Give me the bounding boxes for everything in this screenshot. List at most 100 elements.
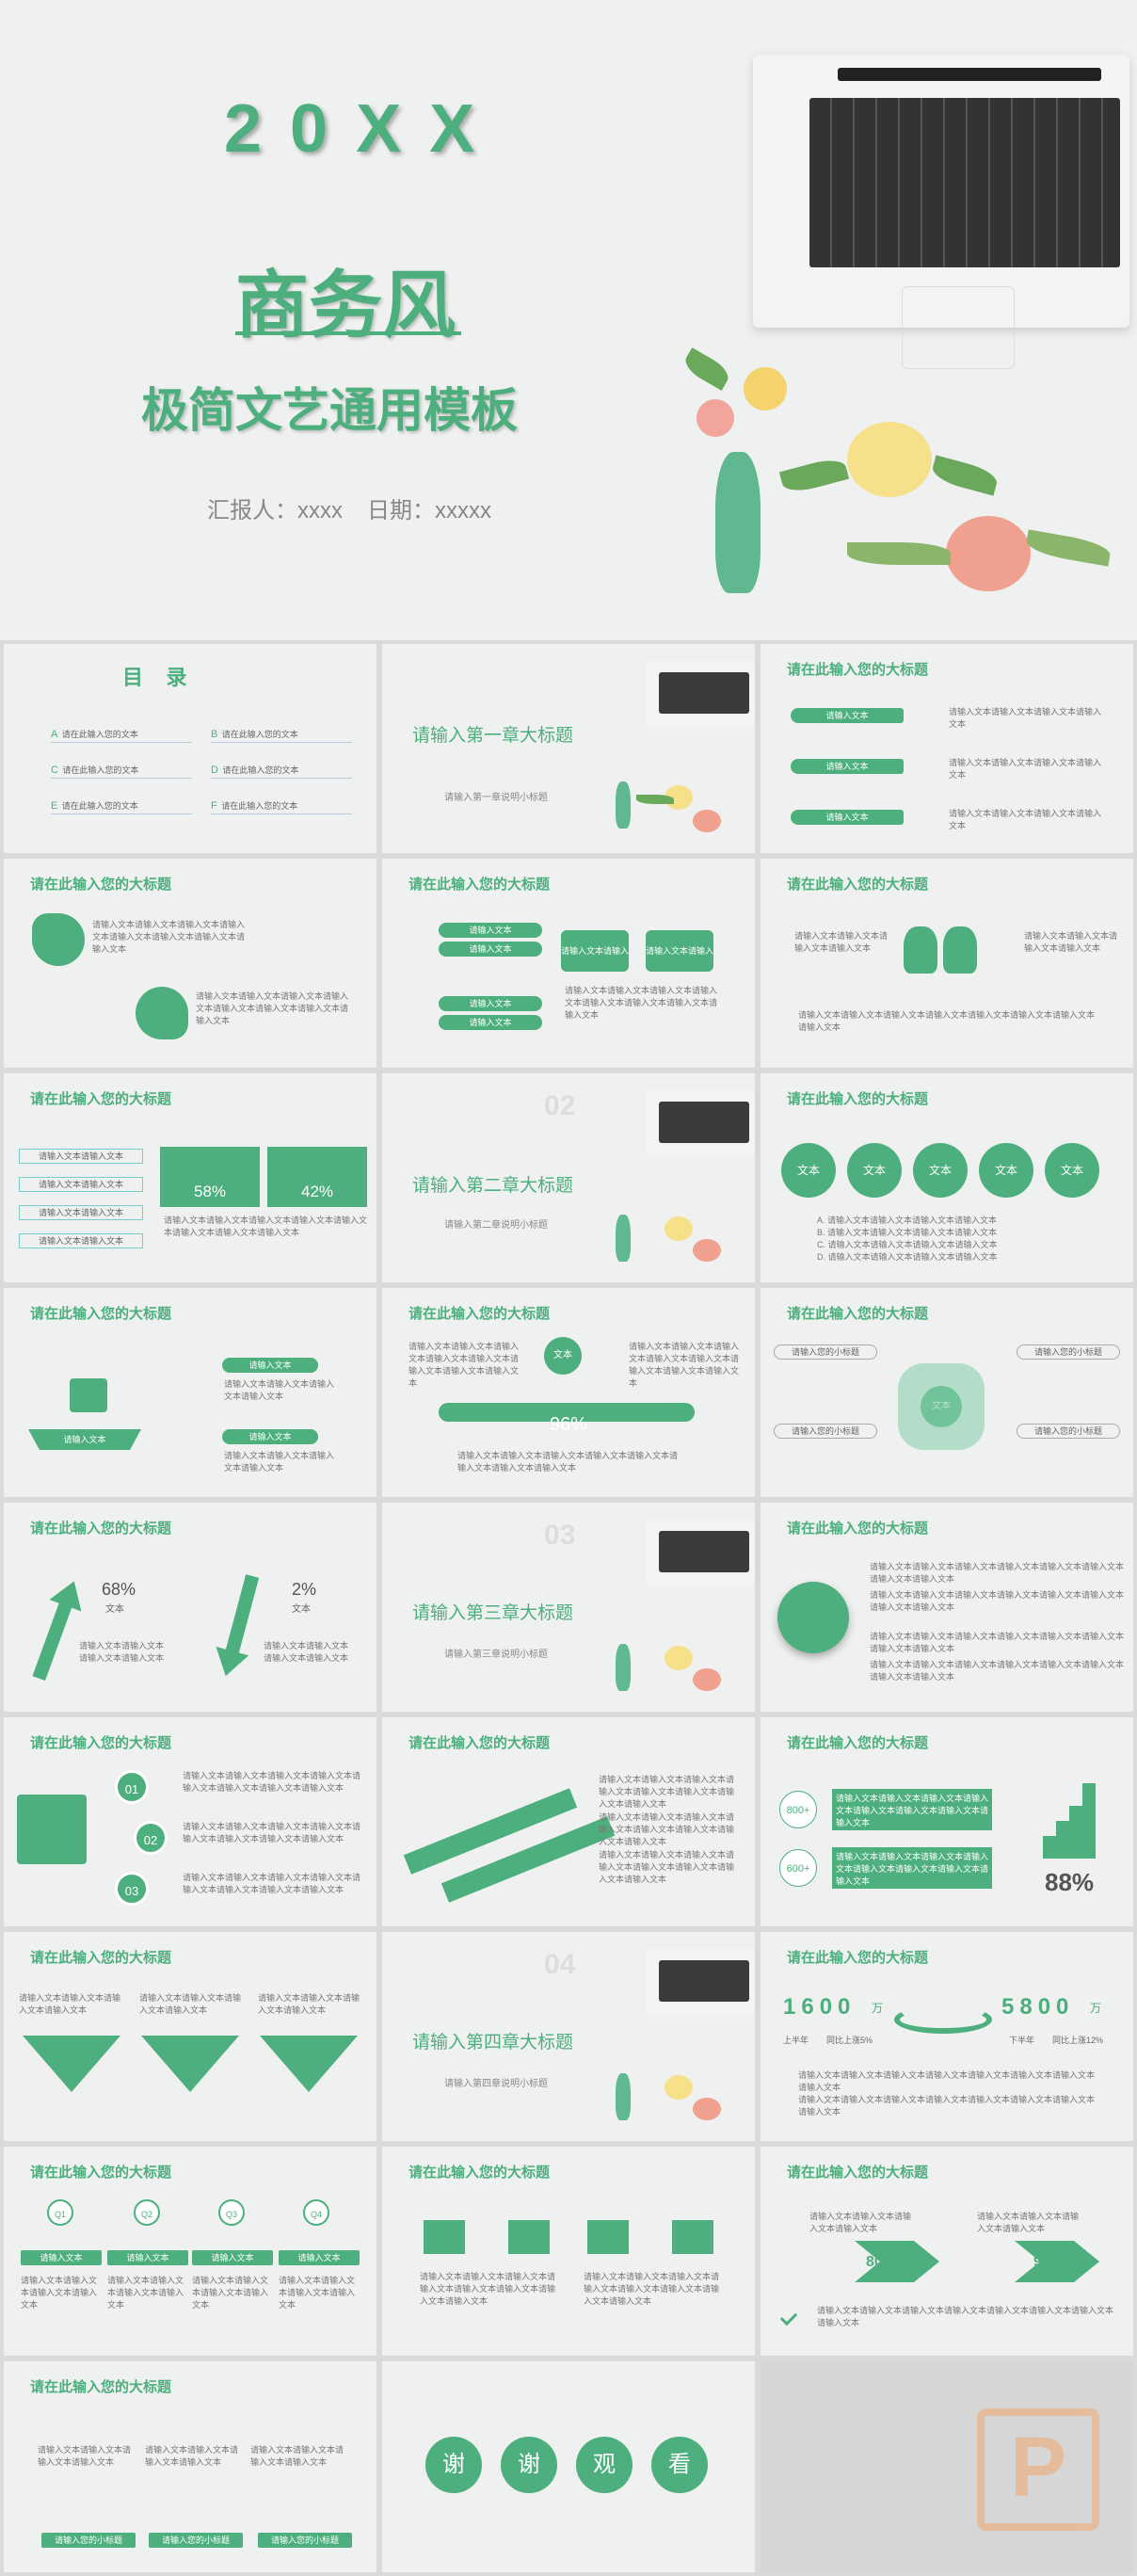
tag-box: 请输入文本请输入文本 [646,930,713,997]
input-pill[interactable]: 请输入文本 [791,759,904,774]
content-slide: 请在此输入您的大标题 请输入文本请输入文本请输入文本请输入文本请输入文本请输入文… [382,1717,755,1926]
thanks-char: 观 [576,2437,633,2493]
content-slide: 请在此输入您的大标题 请输入文本 请输入文本 请输入文本 请输入文本 请输入文本… [382,859,755,1068]
quarter-pin: Q1 [47,2199,73,2226]
pin-circle: 文本 [979,1143,1033,1198]
stat-unit: 万 [1090,2002,1102,2015]
input-box[interactable]: 请输入文本请输入文本 [19,1149,143,1164]
chapter-subtitle: 请输入第一章说明小标题 [444,793,548,803]
content-slide: 请在此输入您的大标题 800+ 600+ 请输入文本请输入文本请输入文本请输入文… [761,1717,1133,1926]
chapter2-slide: 02 请输入第二章大标题 请输入第二章说明小标题 [382,1073,755,1282]
laptop-image [753,55,1129,369]
chapter-title: 请输入第一章大标题 [412,726,574,746]
quarter-pin: Q2 [134,2199,160,2226]
petal [898,1363,985,1450]
percent-label: 80% [866,2254,897,2270]
arrow-down-icon [209,1571,268,1681]
chapter4-slide: 04 请输入第四章大标题 请输入第四章说明小标题 [382,1932,755,2141]
stat-circle: 600+ [779,1849,817,1887]
input-pill[interactable]: 请输入文本 [791,810,904,825]
slide-title: 请在此输入您的大标题 [30,1950,172,1966]
content-slide: 请在此输入您的大标题 请输入您的小标题 请输入您的小标题 请输入您的小标题 请输… [761,1288,1133,1497]
stat-value: 5800 [1001,1994,1075,2020]
percent-label: 68% [102,1580,136,1599]
laptop-image [646,661,755,727]
input-pill[interactable]: 请输入文本 [439,1015,542,1030]
pin-circle: 文本 [847,1143,902,1198]
chapter-title: 请输入第二章大标题 [412,1176,574,1196]
input-pill[interactable]: 请输入文本 [107,2250,188,2265]
content-slide: 请在此输入您的大标题 请输入文本请输入文本请输入文本请输入文本 请输入文本请输入… [4,1932,376,2141]
cover-slide: 20XX 商务风 极简文艺通用模板 汇报人：xxxx 日期：xxxxx [0,0,1137,640]
v-shape [141,2036,239,2092]
input-pill[interactable]: 请输入文本 [192,2250,273,2265]
growth-chart-icon [1043,1783,1096,1859]
toc-item[interactable]: C 请在此输入您的文本 [51,761,192,779]
content-slide: 请在此输入您的大标题 Q1 Q2 Q3 Q4 请输入文本 请输入文本 请输入文本… [4,2147,376,2356]
slide-title: 请在此输入您的大标题 [408,877,551,893]
stat-card: 58% [160,1147,260,1207]
balance-percent: 96% [550,1414,588,1435]
cover-year: 20XX [224,91,504,167]
input-pill[interactable]: 请输入文本 [222,1358,318,1373]
content-slide: 请在此输入您的大标题 请输入文本 请输入文本 请输入文本请输入文本请输入文本请输… [4,1288,376,1497]
percent-label: 2% [292,1580,317,1599]
input-pill[interactable]: 请输入文本 [21,2250,102,2265]
laptop-image [646,1949,755,2015]
input-pill[interactable]: 请输入文本 [439,942,542,957]
arrow-up-icon [23,1575,89,1684]
money-icon [672,2220,713,2254]
text-label: 文本 [292,1604,311,1615]
chapter3-slide: 03 请输入第三章大标题 请输入第三章说明小标题 [382,1503,755,1712]
thanks-char: 看 [651,2437,708,2493]
content-slide: 请在此输入您的大标题 请输入文本请输入文本请输入文本请输入文本请输入文本请输入文… [761,1503,1133,1712]
toc-item[interactable]: D 请在此输入您的文本 [211,761,352,779]
text-circle: 文本 [544,1337,582,1375]
stat-unit: 万 [872,2002,884,2015]
input-pill[interactable]: 请输入文本 [439,996,542,1011]
hands-icon [943,926,977,974]
input-pill[interactable]: 请输入文本 [439,923,542,938]
input-box[interactable]: 请输入文本请输入文本 [19,1177,143,1192]
half-label: 下半年 [1009,2036,1035,2045]
input-box[interactable]: 请输入文本请输入文本 [19,1205,143,1220]
half-label: 上半年 [783,2036,809,2045]
lightbulb-icon [17,1795,87,1864]
subtitle-pill[interactable]: 请输入您的小标题 [41,2533,136,2548]
laptop-image [646,1090,755,1156]
slide-title: 请在此输入您的大标题 [408,2165,551,2181]
title-underline [235,331,461,335]
check-icon [779,2308,798,2326]
ribbon-arrow [403,1788,578,1875]
input-banner[interactable]: 请输入文本 [28,1429,141,1450]
toc-item[interactable]: B 请在此输入您的文本 [211,725,352,743]
toc-item[interactable]: F 请在此输入您的文本 [211,797,352,814]
input-box[interactable]: 请输入文本请输入文本 [19,1233,143,1248]
chapter-number: 03 [544,1520,576,1551]
toc-item[interactable]: A 请在此输入您的文本 [51,725,192,743]
content-slide: 请在此输入您的大标题 请输入文本请输入文本请输入文本请输入文本 请输入文本请输入… [4,2361,376,2572]
slide-title: 请在此输入您的大标题 [787,1735,929,1751]
slide-title: 请在此输入您的大标题 [408,1306,551,1322]
pin-circle: 文本 [781,1143,836,1198]
subtitle-tag: 请输入您的小标题 [774,1424,877,1439]
wave-line [894,2005,992,2034]
slide-title: 请在此输入您的大标题 [787,1306,929,1322]
input-pill[interactable]: 请输入文本 [222,1429,318,1444]
input-pill[interactable]: 请输入文本 [279,2250,360,2265]
thanks-char: 谢 [501,2437,557,2493]
subtitle-pill[interactable]: 请输入您的小标题 [258,2533,352,2548]
input-pill[interactable]: 请输入文本 [791,708,904,723]
marker-icon [136,987,188,1039]
toc-item[interactable]: E 请在此输入您的文本 [51,797,192,814]
subtitle-tag: 请输入您的小标题 [774,1344,877,1360]
subtitle-pill[interactable]: 请输入您的小标题 [149,2533,243,2548]
pin-icon [777,1582,849,1653]
chapter-title: 请输入第四章大标题 [412,2033,574,2053]
quarter-pin: Q3 [218,2199,245,2226]
pin-circle: 文本 [1045,1143,1099,1198]
presentation-icon [70,1378,107,1412]
v-shape [260,2036,358,2092]
chapter-title: 请输入第三章大标题 [412,1603,574,1623]
slide-title: 请在此输入您的大标题 [30,1521,172,1537]
